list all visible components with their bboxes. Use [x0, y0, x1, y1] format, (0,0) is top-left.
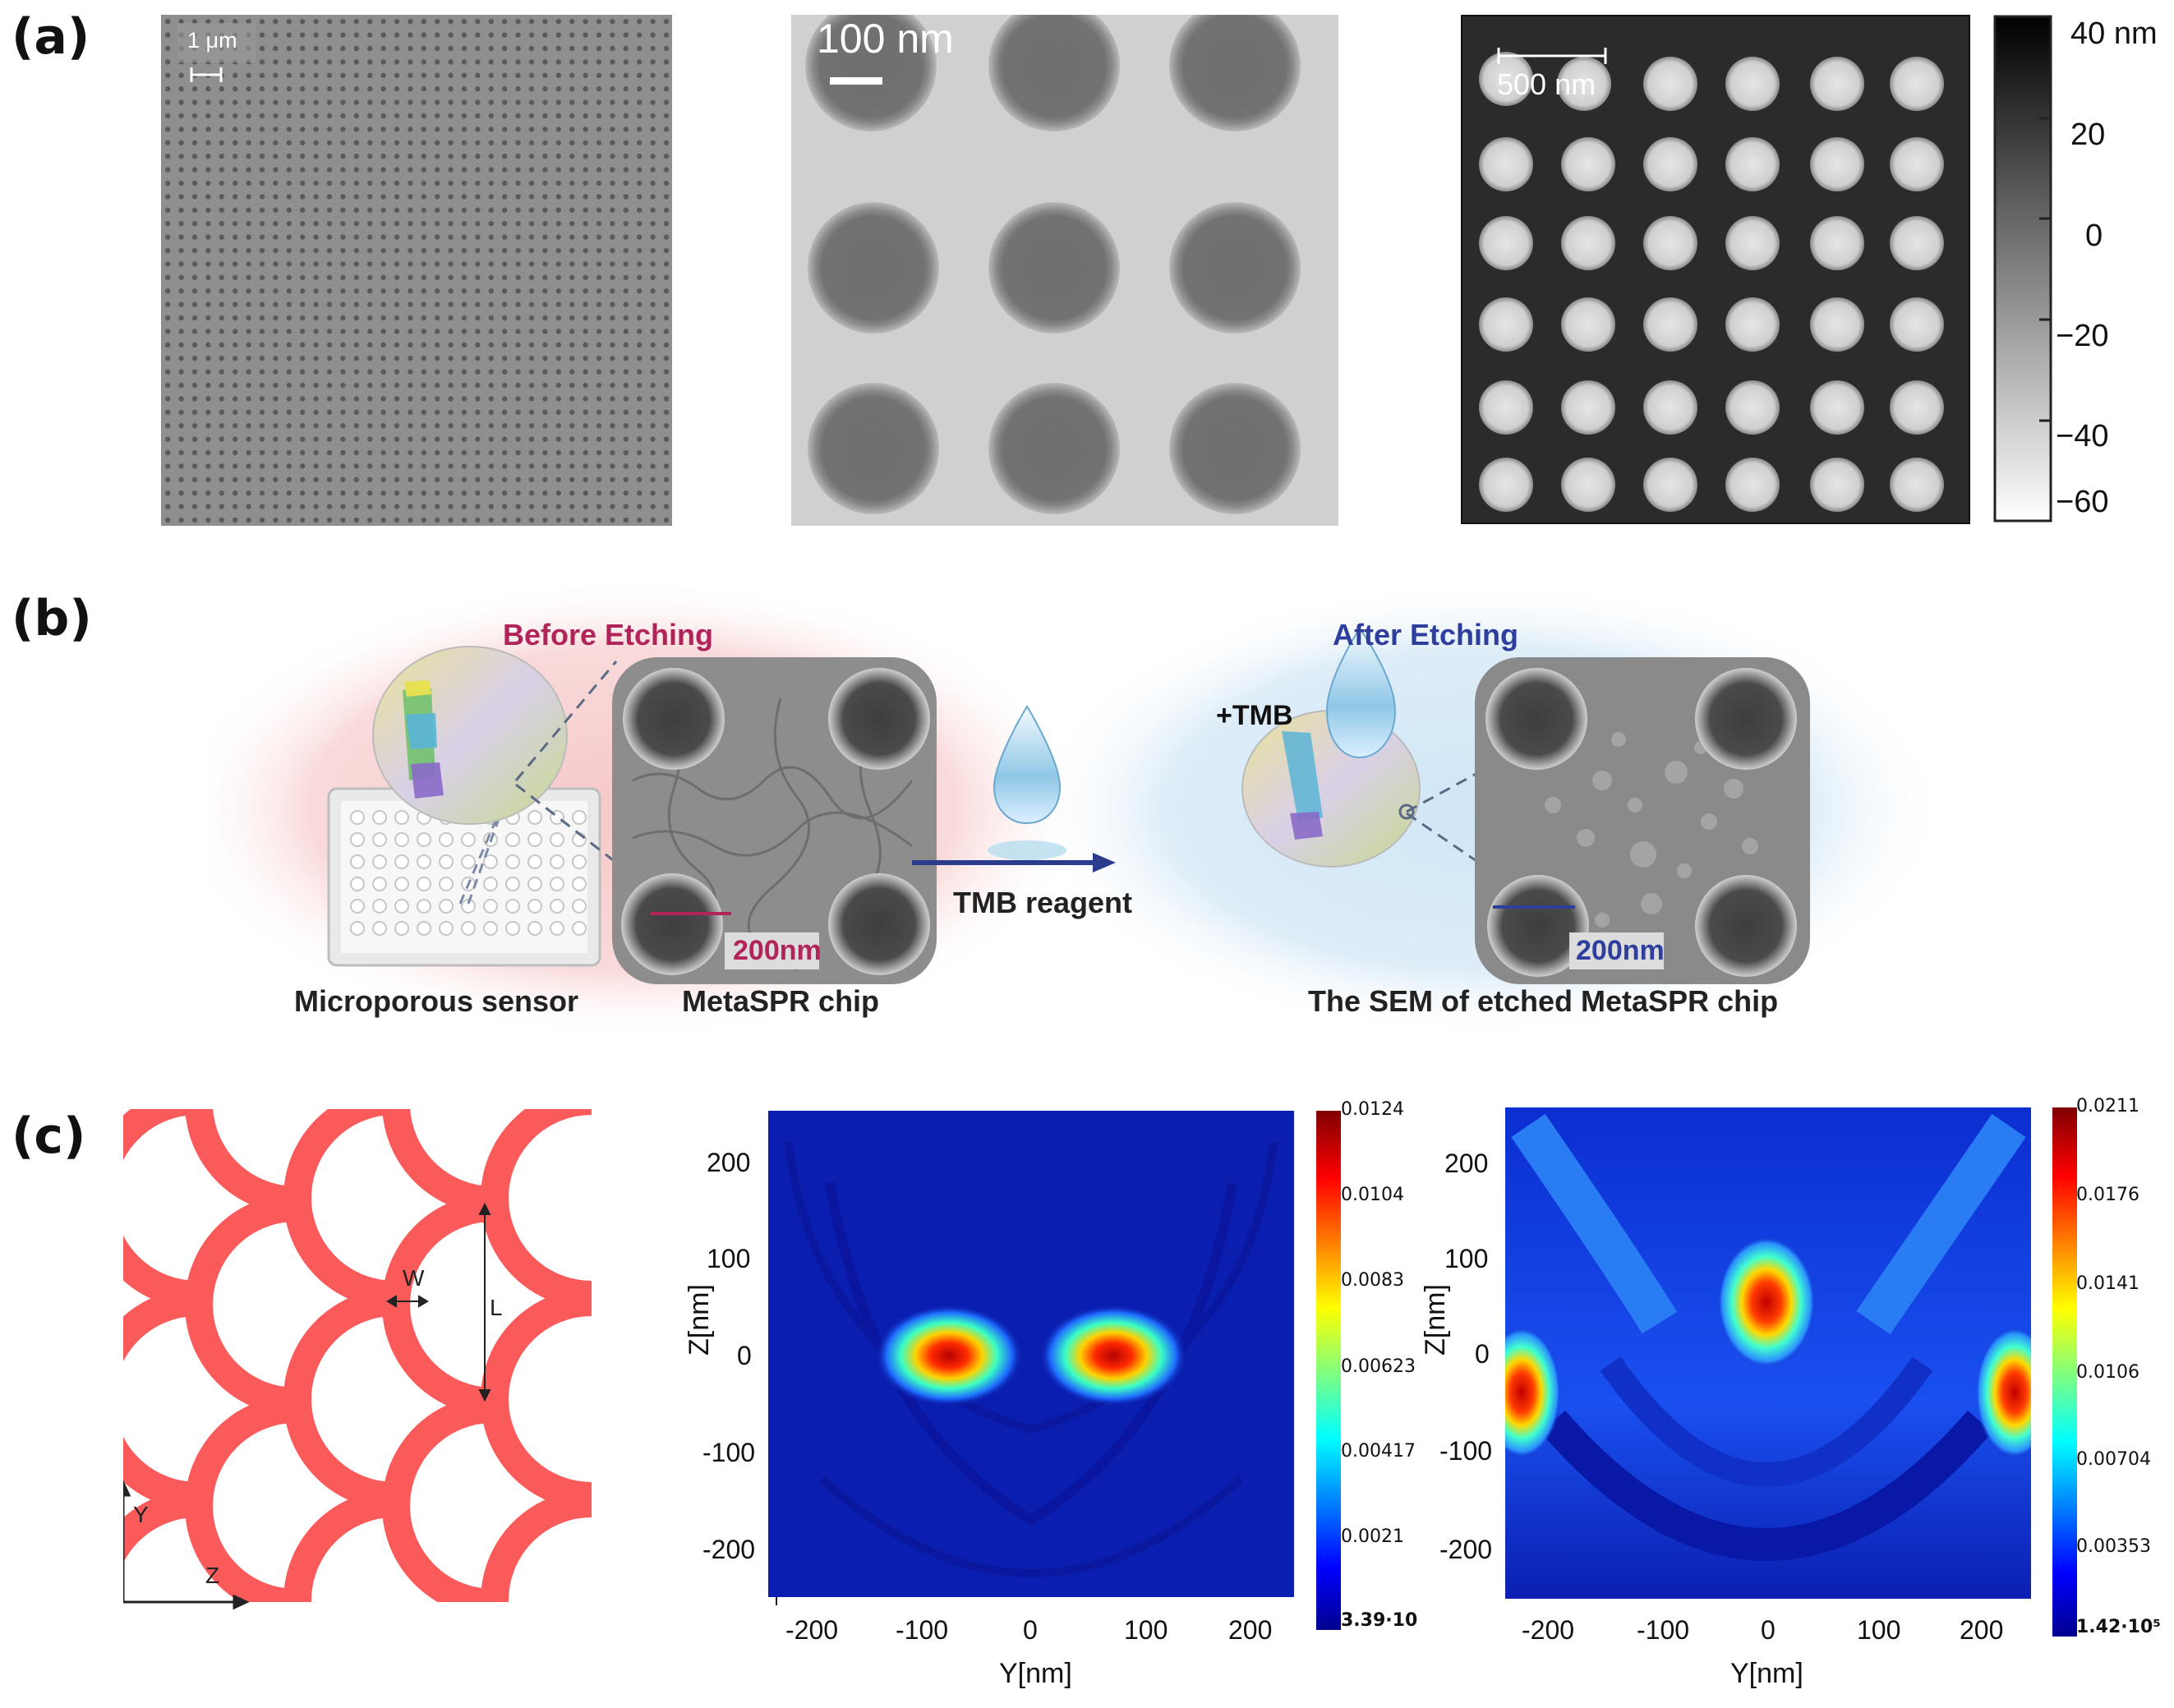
map1-ytick-2: 0: [737, 1341, 752, 1370]
schematic-axis-z-label: Z: [205, 1563, 220, 1588]
map2-cb-tick-5: 0.00353: [2076, 1536, 2151, 1557]
map1-xtick-0: -200: [785, 1615, 839, 1645]
sem-hole-closeup-image: [791, 15, 1338, 526]
map1-cb-tick-2: 0.0083: [1341, 1270, 1404, 1291]
map2-xtick-1: -100: [1637, 1615, 1690, 1645]
map1-ytick-3: -100: [702, 1438, 756, 1467]
drop-tmb-label: +TMB: [1216, 700, 1293, 731]
afm-colorbar: [1993, 15, 2052, 523]
map1-cb-tick-6: 3.39·10: [1341, 1610, 1418, 1631]
map2-xlabel: Y[nm]: [1730, 1658, 1803, 1689]
map2-cb-tick-3: 0.0106: [2076, 1362, 2139, 1383]
map2-xtick-3: 100: [1857, 1615, 1901, 1645]
map2-cb-tick-6: 1.42·10⁵: [2076, 1617, 2161, 1637]
sem-mid-scale-bar: [830, 77, 882, 85]
map2-cb-tick-4: 0.00704: [2076, 1449, 2151, 1470]
map1-cb-tick-3: 0.00623: [1341, 1356, 1416, 1377]
caption-sem-etched: The SEM of etched MetaSPR chip: [1308, 984, 1779, 1018]
field-map-1: [768, 1111, 1341, 1630]
sem-dense-array-image: [161, 15, 672, 526]
schematic-l-label: L: [490, 1295, 503, 1320]
afm-colorbar-tick-3: −20: [2056, 319, 2109, 353]
crescent-array-schematic: [123, 1109, 592, 1610]
map2-cb-tick-1: 0.0176: [2076, 1185, 2139, 1205]
afm-colorbar-tick-1: 20: [2070, 117, 2106, 152]
sem-scale-label: 1 μm: [187, 28, 237, 53]
map1-xtick-1: -100: [896, 1615, 949, 1645]
panel-label-b: (b): [12, 590, 92, 647]
map1-ylabel: Z[nm]: [684, 1284, 715, 1356]
map1-xtick-3: 100: [1124, 1615, 1168, 1645]
field-map-2: [1505, 1107, 2077, 1637]
map1-xlabel: Y[nm]: [999, 1658, 1072, 1689]
map1-ytick-0: 200: [707, 1148, 751, 1177]
map2-ytick-2: 0: [1475, 1339, 1490, 1369]
afm-colorbar-tick-4: −40: [2056, 419, 2109, 453]
map2-ytick-1: 100: [1444, 1244, 1489, 1273]
sem-mid-scale-label: 100 nm: [817, 16, 954, 62]
caption-metaspr-chip: MetaSPR chip: [682, 984, 880, 1018]
afm-colorbar-tick-0: 40 nm: [2070, 16, 2158, 51]
map2-ytick-0: 200: [1444, 1149, 1489, 1178]
map1-ytick-4: -200: [702, 1535, 756, 1564]
map1-cb-tick-1: 0.0104: [1341, 1185, 1404, 1205]
map2-xtick-4: 200: [1960, 1615, 2004, 1645]
map1-ytick-1: 100: [707, 1244, 751, 1273]
map1-cb-tick-4: 0.00417: [1341, 1441, 1416, 1462]
well-plate-icon: [327, 787, 601, 967]
caption-microporous-sensor: Microporous sensor: [294, 984, 579, 1018]
afm-colorbar-tick-2: 0: [2085, 219, 2103, 253]
after-scale-label: 200nm: [1576, 935, 1665, 966]
map1-xtick-2: 0: [1023, 1615, 1038, 1645]
map2-ylabel: Z[nm]: [1420, 1284, 1451, 1356]
map2-xtick-0: -200: [1522, 1615, 1575, 1645]
panel-label-a: (a): [12, 8, 90, 66]
tmb-reagent-label: TMB reagent: [953, 886, 1133, 919]
map2-cb-tick-0: 0.0211: [2076, 1096, 2139, 1116]
map2-cb-tick-2: 0.0141: [2076, 1273, 2139, 1294]
map1-cb-tick-0: 0.0124: [1341, 1099, 1404, 1120]
map2-ytick-3: -100: [1439, 1436, 1493, 1466]
before-etching-title: Before Etching: [503, 618, 714, 651]
map2-xtick-2: 0: [1761, 1615, 1776, 1645]
sem-scale-bar: [190, 67, 223, 82]
map2-ytick-4: -200: [1439, 1535, 1493, 1564]
afm-topography-image: [1461, 15, 1970, 524]
schematic-w-label: W: [403, 1265, 425, 1291]
map1-xtick-4: 200: [1228, 1615, 1273, 1645]
afm-colorbar-tick-5: −60: [2056, 485, 2109, 519]
after-etching-title: After Etching: [1333, 618, 1519, 651]
afm-scale-bar: [1497, 48, 1607, 64]
panel-label-c: (c): [12, 1107, 86, 1165]
afm-scale-label: 500 nm: [1497, 67, 1596, 101]
before-scale-label: 200nm: [733, 935, 822, 966]
map1-cb-tick-5: 0.0021: [1341, 1526, 1404, 1547]
schematic-axis-y-label: Y: [133, 1502, 149, 1527]
etching-schematic: [205, 579, 1947, 1035]
